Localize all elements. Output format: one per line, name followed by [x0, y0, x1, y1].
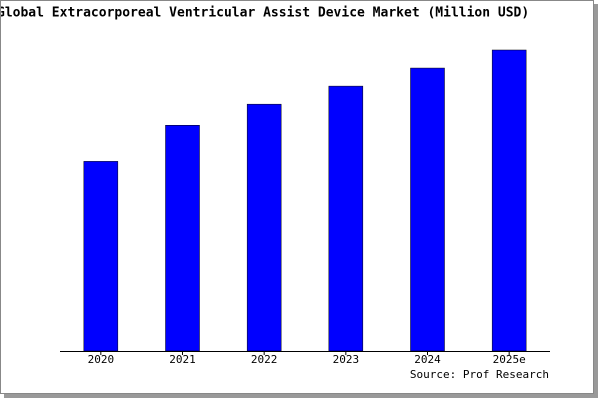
- bar: [83, 161, 119, 352]
- x-tick-label: 2022: [251, 353, 278, 366]
- bar: [246, 103, 282, 352]
- x-tick-label: 2024: [414, 353, 441, 366]
- x-tick-label: 2025e: [493, 353, 526, 366]
- bar: [491, 49, 527, 352]
- x-tick-label: 2020: [88, 353, 115, 366]
- source-note: Source: Prof Research: [410, 368, 549, 381]
- x-tick-label: 2023: [333, 353, 360, 366]
- chart-title: Global Extracorporeal Ventricular Assist…: [0, 6, 529, 21]
- bar: [410, 67, 445, 352]
- bar: [328, 85, 364, 352]
- x-tick-label: 2021: [169, 353, 196, 366]
- bar: [165, 125, 200, 352]
